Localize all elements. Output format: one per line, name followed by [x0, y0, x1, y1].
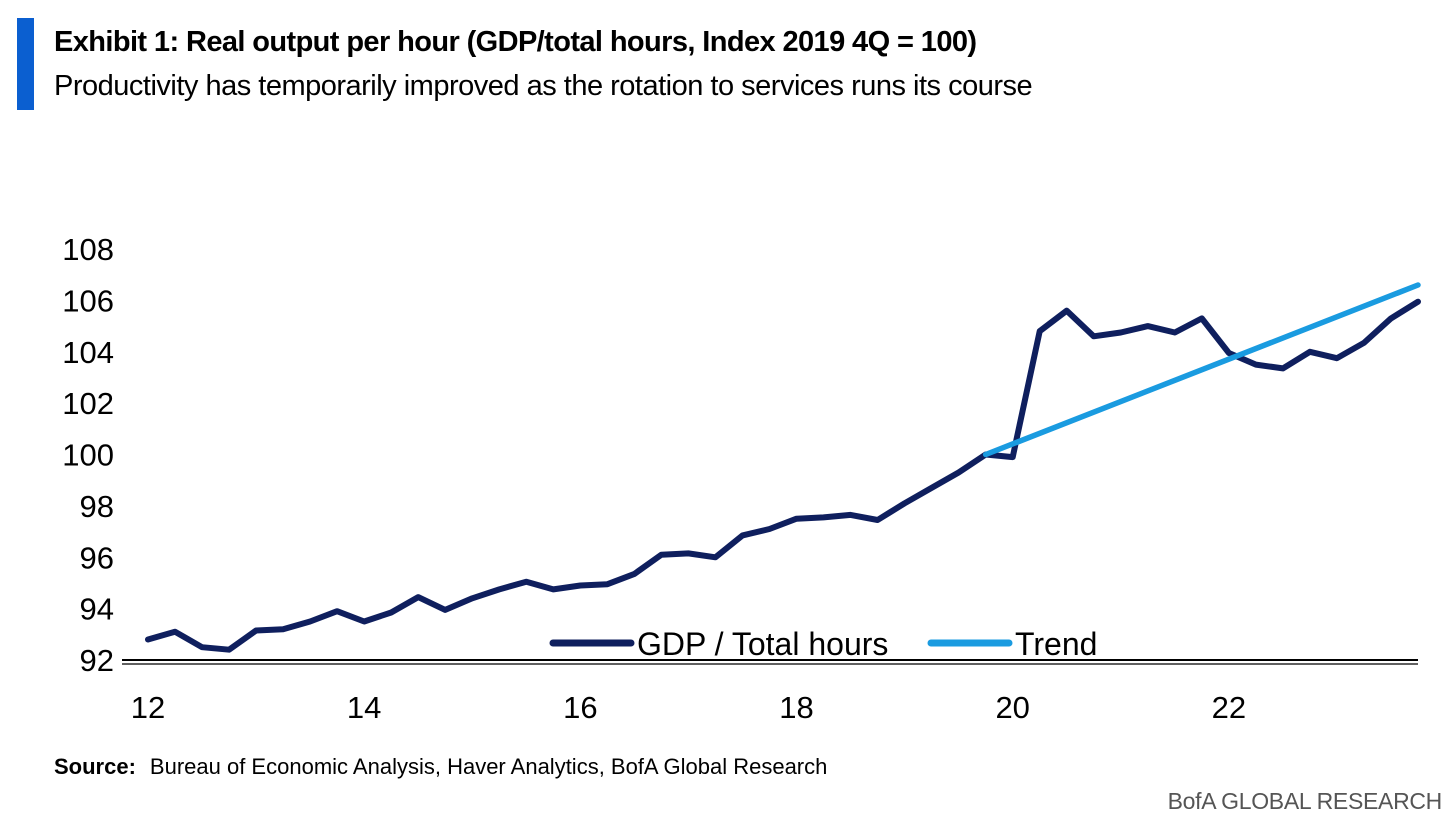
- legend-label-gdp-total-hours: GDP / Total hours: [637, 626, 888, 662]
- source-note: Source: Bureau of Economic Analysis, Have…: [54, 754, 827, 780]
- source-label: Source:: [54, 754, 136, 779]
- x-axis-tick-labels: 12 14 16 18 20 22: [131, 690, 1246, 725]
- x-tick-label: 20: [995, 690, 1029, 725]
- x-tick-label: 12: [131, 690, 165, 725]
- series-line-trend: [982, 282, 1421, 458]
- y-tick-label: 100: [62, 438, 114, 473]
- x-tick-label: 22: [1212, 690, 1246, 725]
- y-tick-label: 92: [80, 643, 114, 678]
- y-axis-tick-labels: 92 94 96 98 100 102 104 106 108: [62, 232, 114, 678]
- y-tick-label: 106: [62, 283, 114, 318]
- x-tick-label: 18: [779, 690, 813, 725]
- y-tick-label: 102: [62, 386, 114, 421]
- chart-title: Exhibit 1: Real output per hour (GDP/tot…: [54, 26, 977, 58]
- y-tick-label: 108: [62, 232, 114, 267]
- x-axis-line: [122, 659, 1418, 665]
- x-tick-label: 16: [563, 690, 597, 725]
- series-line-gdp-total-hours: [145, 298, 1421, 653]
- title-accent-bar: [17, 18, 34, 110]
- x-tick-label: 14: [347, 690, 381, 725]
- chart-subtitle: Productivity has temporarily improved as…: [54, 70, 1033, 102]
- y-tick-label: 98: [80, 489, 114, 524]
- legend: GDP / Total hours Trend: [549, 626, 1097, 662]
- y-tick-label: 104: [62, 335, 114, 370]
- y-tick-label: 96: [80, 540, 114, 575]
- source-text: Bureau of Economic Analysis, Haver Analy…: [149, 754, 828, 779]
- series-layer: [145, 282, 1421, 653]
- y-tick-label: 94: [80, 592, 114, 627]
- brand-logo-text: BofA GLOBAL RESEARCH: [1167, 788, 1443, 814]
- legend-label-trend: Trend: [1015, 626, 1097, 662]
